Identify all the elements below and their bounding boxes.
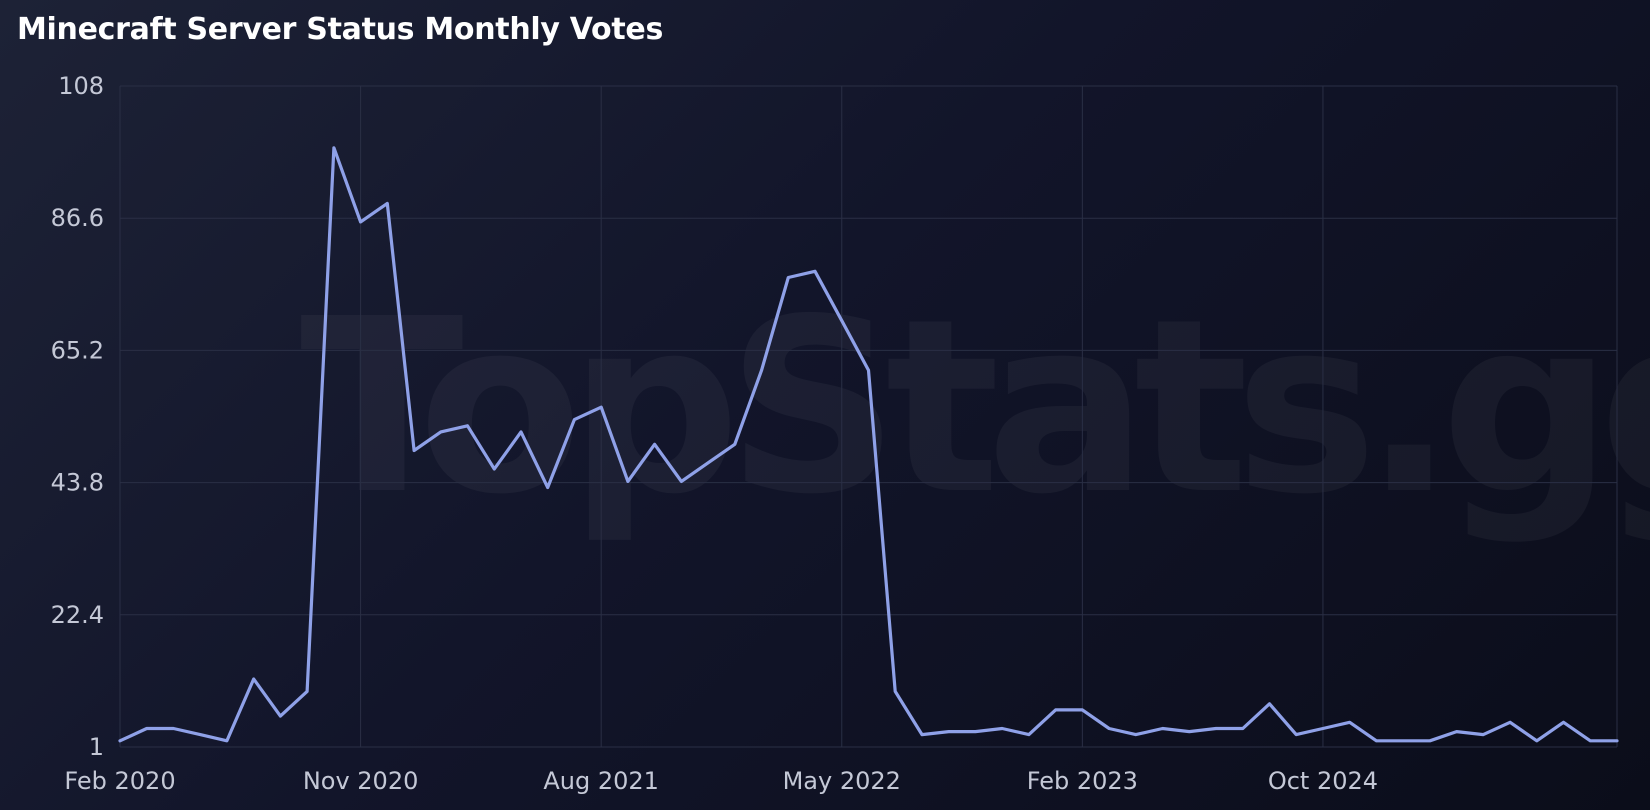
data-point[interactable]	[653, 442, 657, 446]
data-point[interactable]	[171, 726, 175, 730]
y-axis: 1 22.4 43.8 65.2 86.6 108	[51, 72, 104, 761]
data-point[interactable]	[1455, 730, 1459, 734]
data-point[interactable]	[973, 730, 977, 734]
data-point[interactable]	[1615, 739, 1619, 743]
data-point[interactable]	[1321, 726, 1325, 730]
data-point[interactable]	[225, 739, 229, 743]
series-group	[118, 146, 1619, 743]
data-point[interactable]	[786, 276, 790, 280]
data-point[interactable]	[492, 467, 496, 471]
data-point[interactable]	[947, 730, 951, 734]
series-line	[118, 146, 1619, 743]
data-point[interactable]	[439, 430, 443, 434]
data-point[interactable]	[145, 726, 149, 730]
data-point[interactable]	[1214, 726, 1218, 730]
data-point[interactable]	[1080, 708, 1084, 712]
data-point[interactable]	[1054, 708, 1058, 712]
data-point[interactable]	[1027, 733, 1031, 737]
y-tick-label: 43.8	[51, 469, 104, 497]
data-point[interactable]	[519, 430, 523, 434]
y-tick-label: 22.4	[51, 601, 104, 629]
data-point[interactable]	[1562, 720, 1566, 724]
data-point[interactable]	[1187, 730, 1191, 734]
data-point[interactable]	[546, 486, 550, 490]
x-axis: Feb 2020 Nov 2020 Aug 2021 May 2022 Feb 2023…	[64, 767, 1378, 795]
data-point[interactable]	[359, 220, 363, 224]
data-point[interactable]	[572, 418, 576, 422]
data-point[interactable]	[1535, 739, 1539, 743]
data-point[interactable]	[1107, 726, 1111, 730]
x-tick-label: Oct 2024	[1268, 767, 1378, 795]
y-tick-label: 65.2	[51, 336, 104, 364]
x-tick-label: Nov 2020	[303, 767, 419, 795]
data-point[interactable]	[118, 739, 122, 743]
data-point[interactable]	[412, 448, 416, 452]
data-point[interactable]	[706, 461, 710, 465]
data-point[interactable]	[305, 689, 309, 693]
data-point[interactable]	[385, 201, 389, 205]
data-point[interactable]	[1161, 726, 1165, 730]
data-point[interactable]	[679, 479, 683, 483]
data-point[interactable]	[920, 733, 924, 737]
x-tick-label: Feb 2023	[1027, 767, 1138, 795]
x-tick-label: Aug 2021	[543, 767, 659, 795]
data-point[interactable]	[867, 368, 871, 372]
chart-title: Minecraft Server Status Monthly Votes	[17, 12, 664, 47]
data-point[interactable]	[1374, 739, 1378, 743]
data-point[interactable]	[1481, 733, 1485, 737]
data-point[interactable]	[893, 689, 897, 693]
x-tick-label: May 2022	[783, 767, 901, 795]
data-point[interactable]	[1134, 733, 1138, 737]
data-point[interactable]	[1428, 739, 1432, 743]
data-point[interactable]	[1508, 720, 1512, 724]
data-point[interactable]	[1267, 702, 1271, 706]
data-point[interactable]	[1294, 733, 1298, 737]
data-point[interactable]	[1348, 720, 1352, 724]
y-tick-label: 86.6	[51, 204, 104, 232]
data-point[interactable]	[840, 319, 844, 323]
data-point[interactable]	[599, 405, 603, 409]
data-point[interactable]	[733, 442, 737, 446]
y-tick-label: 108	[58, 72, 104, 100]
watermark-logo: TopStats.gg	[300, 267, 1650, 547]
data-point[interactable]	[813, 269, 817, 273]
data-point[interactable]	[760, 368, 764, 372]
data-point[interactable]	[626, 479, 630, 483]
data-point[interactable]	[278, 714, 282, 718]
data-point[interactable]	[466, 424, 470, 428]
data-point[interactable]	[332, 146, 336, 150]
y-tick-label: 1	[89, 733, 104, 761]
x-tick-label: Feb 2020	[64, 767, 175, 795]
data-point[interactable]	[252, 677, 256, 681]
data-point[interactable]	[1000, 726, 1004, 730]
data-point[interactable]	[1241, 726, 1245, 730]
chart-grid	[119, 85, 1618, 748]
data-point[interactable]	[1401, 739, 1405, 743]
data-point[interactable]	[1588, 739, 1592, 743]
data-point[interactable]	[198, 733, 202, 737]
